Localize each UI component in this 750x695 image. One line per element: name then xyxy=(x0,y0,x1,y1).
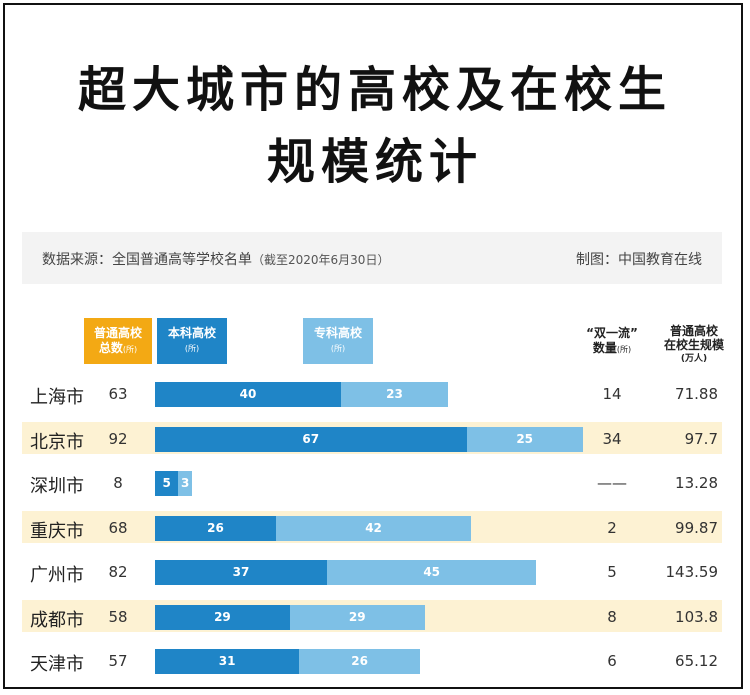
total-value: 63 xyxy=(108,385,128,403)
scale-value: 65.12 xyxy=(675,652,718,670)
bar-zhuanke: 45 xyxy=(327,560,537,585)
chart-title-line1: 超大城市的高校及在校生 xyxy=(77,62,672,118)
shuangyiliu-value: 6 xyxy=(607,652,617,670)
city-label: 重庆市 xyxy=(30,520,84,542)
header-total-label: 普通高校 xyxy=(93,326,142,340)
bar-benke: 5 xyxy=(155,471,179,496)
header-benke-label: 本科高校 xyxy=(167,326,216,340)
city-label: 天津市 xyxy=(30,654,84,675)
total-value: 8 xyxy=(113,474,123,492)
bar-benke: 40 xyxy=(155,382,341,407)
scale-value: 143.59 xyxy=(665,563,719,581)
producer-note: 制图：中国教育在线 xyxy=(576,252,702,268)
header-total-label2: 总数 xyxy=(98,341,123,355)
scale-value: 97.7 xyxy=(684,429,718,448)
header-total: 普通高校 总数(所) xyxy=(84,318,152,364)
header-scale-label2: 在校生规模 xyxy=(663,338,724,352)
shuangyiliu-value: 14 xyxy=(602,385,622,403)
scale-value: 103.8 xyxy=(675,607,718,626)
city-label: 成都市 xyxy=(30,609,84,631)
source-text: 数据来源：全国普通高等学校名单 xyxy=(42,252,252,268)
header-sy-label2: 数量 xyxy=(592,341,617,355)
source-note: 数据来源：全国普通高等学校名单（截至2020年6月30日） xyxy=(42,249,389,269)
bar-benke: 26 xyxy=(155,515,276,541)
shuangyiliu-value: 5 xyxy=(607,563,617,581)
bar-benke: 37 xyxy=(155,560,328,585)
source-bar: 数据来源：全国普通高等学校名单（截至2020年6月30日） 制图：中国教育在线 xyxy=(22,232,722,284)
total-value: 68 xyxy=(108,518,128,537)
bar-zhuanke: 25 xyxy=(466,426,583,452)
chart-title-line2: 规模统计 xyxy=(266,134,483,190)
header-zhuanke: 专科高校 (所) xyxy=(303,318,373,364)
total-value: 57 xyxy=(108,652,128,670)
city-label: 上海市 xyxy=(30,387,84,408)
bar-benke: 29 xyxy=(155,604,290,630)
header-total-unit: (所) xyxy=(122,345,138,354)
header-sy-label: “双一流” xyxy=(586,326,638,340)
scale-value: 71.88 xyxy=(675,385,718,403)
bar-zhuanke: 42 xyxy=(275,515,472,541)
bar-zhuanke: 23 xyxy=(341,382,448,407)
city-label: 广州市 xyxy=(30,565,84,586)
shuangyiliu-value: 2 xyxy=(607,518,617,537)
header-zhuanke-unit: (所) xyxy=(330,344,346,353)
header-scale-label1: 普通高校 xyxy=(669,324,718,338)
header-shuangyiliu: “双一流” 数量(所) xyxy=(582,326,642,357)
scale-value: 99.87 xyxy=(675,518,718,537)
city-label: 深圳市 xyxy=(30,476,84,497)
source-date: （截至2020年6月30日） xyxy=(252,253,390,267)
header-sy-unit: (所) xyxy=(616,345,632,354)
bar-zhuanke: 26 xyxy=(299,649,421,674)
total-value: 82 xyxy=(108,563,128,581)
shuangyiliu-value: —— xyxy=(597,474,627,492)
bar-benke: 31 xyxy=(155,649,300,674)
shuangyiliu-value: 34 xyxy=(602,429,622,448)
total-value: 58 xyxy=(108,607,128,626)
scale-value: 13.28 xyxy=(675,474,718,492)
bar-zhuanke: 29 xyxy=(289,604,425,630)
header-zhuanke-label: 专科高校 xyxy=(313,326,362,340)
city-label: 北京市 xyxy=(30,431,84,453)
bar-benke: 67 xyxy=(155,426,467,452)
header-scale: 普通高校 在校生规模 (万人) xyxy=(654,324,734,366)
shuangyiliu-value: 8 xyxy=(607,607,617,626)
header-benke-unit: (所) xyxy=(184,344,200,353)
header-scale-unit: (万人) xyxy=(680,354,708,364)
bar-zhuanke: 3 xyxy=(178,471,193,496)
total-value: 92 xyxy=(108,429,128,448)
header-benke: 本科高校 (所) xyxy=(157,318,227,364)
